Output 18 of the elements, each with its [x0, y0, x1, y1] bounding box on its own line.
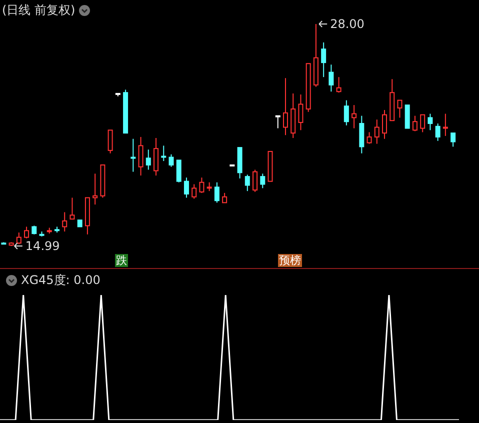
candlestick	[359, 115, 364, 154]
candlestick	[298, 94, 304, 131]
chart-title: XG45度: 0.00	[21, 272, 100, 289]
candlestick	[382, 110, 388, 140]
chart-title: (日线 前复权)	[2, 3, 76, 17]
candlestick	[62, 212, 68, 232]
annotation: 14.99	[25, 239, 60, 254]
candlestick	[138, 136, 144, 176]
candlestick	[130, 138, 136, 172]
text: 跌	[114, 254, 128, 267]
candlestick	[154, 137, 159, 176]
annotation: 28.00	[330, 17, 364, 32]
candlestick	[352, 104, 357, 129]
candlestick	[282, 78, 288, 136]
candlestick	[374, 119, 380, 144]
text: 预榜	[278, 254, 302, 267]
candlestick	[92, 173, 98, 206]
candlestick	[290, 92, 296, 138]
